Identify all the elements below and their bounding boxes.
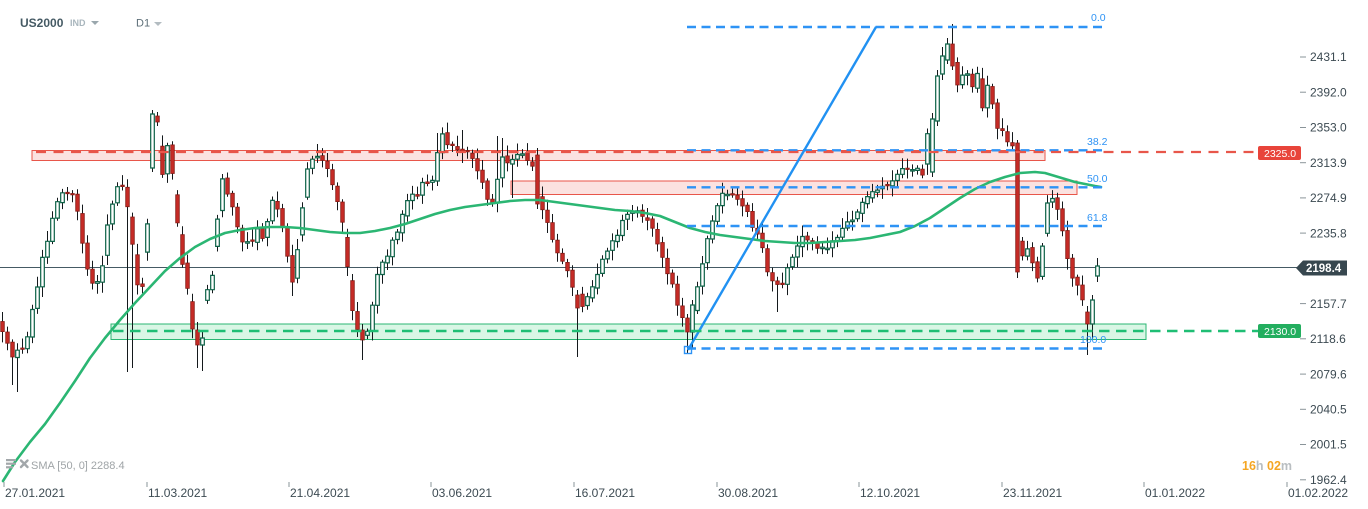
svg-text:21.04.2021: 21.04.2021 bbox=[290, 486, 350, 500]
svg-text:2431.1: 2431.1 bbox=[1310, 50, 1347, 64]
svg-text:16.07.2021: 16.07.2021 bbox=[575, 486, 635, 500]
svg-text:2235.8: 2235.8 bbox=[1310, 226, 1347, 240]
svg-text:16h 02m: 16h 02m bbox=[1242, 459, 1292, 473]
svg-text:2353.0: 2353.0 bbox=[1310, 121, 1347, 135]
svg-text:12.10.2021: 12.10.2021 bbox=[860, 486, 920, 500]
svg-text:50.0: 50.0 bbox=[1087, 173, 1108, 185]
svg-text:2313.9: 2313.9 bbox=[1310, 156, 1347, 170]
svg-text:2079.6: 2079.6 bbox=[1310, 367, 1347, 381]
svg-text:2001.5: 2001.5 bbox=[1310, 438, 1347, 452]
svg-text:1962.4: 1962.4 bbox=[1310, 473, 1347, 487]
svg-text:01.01.2022: 01.01.2022 bbox=[1145, 486, 1205, 500]
svg-text:SMA [50, 0] 2288.4: SMA [50, 0] 2288.4 bbox=[31, 460, 125, 472]
svg-text:2157.7: 2157.7 bbox=[1310, 297, 1347, 311]
svg-text:61.8: 61.8 bbox=[1087, 212, 1108, 224]
svg-text:US2000: US2000 bbox=[20, 16, 64, 30]
svg-text:30.08.2021: 30.08.2021 bbox=[718, 486, 778, 500]
svg-text:D1: D1 bbox=[136, 18, 150, 30]
svg-text:27.01.2021: 27.01.2021 bbox=[5, 486, 65, 500]
svg-text:2198.4: 2198.4 bbox=[1306, 263, 1342, 275]
svg-text:01.02.2022: 01.02.2022 bbox=[1288, 486, 1348, 500]
svg-text:38.2: 38.2 bbox=[1087, 136, 1108, 148]
svg-text:11.03.2021: 11.03.2021 bbox=[148, 486, 207, 500]
svg-text:2274.9: 2274.9 bbox=[1310, 191, 1347, 205]
svg-text:0.0: 0.0 bbox=[1091, 12, 1106, 24]
svg-text:03.06.2021: 03.06.2021 bbox=[432, 486, 492, 500]
svg-text:2040.5: 2040.5 bbox=[1310, 403, 1347, 417]
svg-text:23.11.2021: 23.11.2021 bbox=[1003, 486, 1062, 500]
svg-text:2118.6: 2118.6 bbox=[1310, 332, 1346, 346]
svg-text:100.0: 100.0 bbox=[1080, 334, 1106, 346]
svg-text:2130.0: 2130.0 bbox=[1264, 326, 1296, 338]
svg-text:2325.0: 2325.0 bbox=[1264, 148, 1296, 160]
svg-text:2392.0: 2392.0 bbox=[1310, 85, 1347, 99]
svg-text:IND: IND bbox=[70, 18, 86, 28]
